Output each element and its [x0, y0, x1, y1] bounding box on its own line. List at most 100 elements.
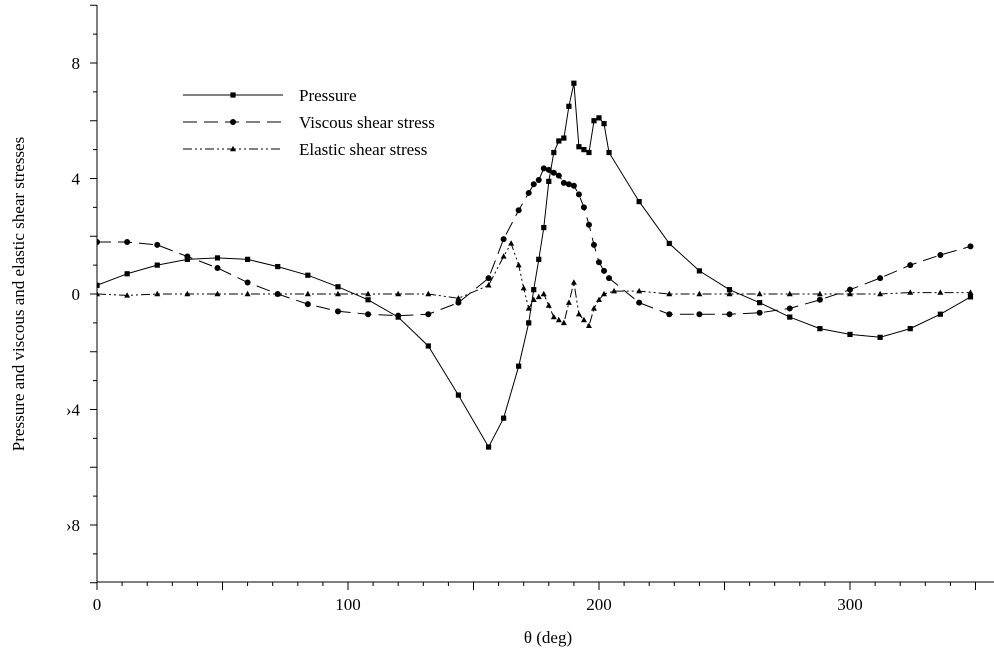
data-point — [520, 285, 527, 291]
data-point — [550, 313, 557, 320]
data-point — [817, 326, 823, 332]
data-point — [508, 240, 515, 246]
data-point — [585, 221, 592, 228]
data-point — [967, 289, 974, 295]
data-point — [214, 265, 221, 272]
data-point — [455, 299, 462, 306]
data-point — [365, 290, 372, 297]
data-point — [967, 294, 974, 300]
data-point — [304, 301, 311, 308]
data-point — [601, 121, 607, 127]
data-point — [516, 363, 522, 369]
data-point — [244, 279, 251, 286]
series-line — [97, 242, 971, 327]
data-point — [274, 290, 281, 297]
data-point — [937, 311, 943, 317]
y-tick-label: 8 — [72, 54, 81, 73]
legend: Pressure Viscous shear stress Elastic shea… — [183, 86, 435, 159]
series-3 — [97, 240, 974, 328]
data-point — [586, 149, 592, 156]
data-point — [907, 262, 914, 269]
data-point — [555, 316, 562, 323]
data-point — [847, 331, 853, 338]
data-point — [395, 312, 402, 319]
data-point — [536, 256, 542, 262]
legend-marker — [230, 119, 236, 125]
data-point — [611, 287, 618, 294]
data-point — [365, 311, 372, 318]
data-point — [546, 178, 552, 184]
data-point — [535, 293, 542, 300]
data-point — [636, 299, 643, 306]
data-point — [501, 415, 507, 421]
data-point — [455, 295, 462, 301]
y-tick-label: ›8 — [66, 516, 80, 535]
data-point — [787, 314, 793, 320]
data-point — [696, 268, 702, 274]
data-point — [726, 290, 733, 297]
data-point — [907, 289, 914, 295]
data-point — [530, 296, 537, 302]
data-point — [540, 165, 547, 172]
data-point — [696, 311, 703, 318]
data-point — [154, 241, 161, 248]
data-point — [570, 279, 577, 285]
data-point — [334, 290, 341, 297]
data-point — [601, 290, 608, 297]
data-point — [565, 181, 572, 188]
data-point — [560, 319, 567, 326]
data-point — [570, 182, 577, 189]
x-tick-label: 300 — [837, 595, 863, 614]
data-point — [545, 302, 552, 308]
series-line — [97, 83, 971, 449]
data-point — [530, 181, 537, 188]
data-point — [485, 275, 492, 282]
data-point — [425, 343, 431, 349]
data-point — [515, 207, 522, 214]
data-point — [184, 290, 191, 297]
data-point — [786, 290, 793, 297]
data-point — [576, 144, 582, 150]
data-point — [726, 311, 733, 318]
y-tick-label: 0 — [72, 285, 81, 304]
data-point — [816, 296, 823, 303]
data-point — [184, 253, 191, 260]
data-point — [877, 275, 884, 282]
data-point — [757, 300, 763, 306]
data-point — [526, 320, 532, 326]
series-layer — [97, 80, 974, 450]
data-point — [566, 103, 572, 109]
data-point — [124, 239, 131, 246]
data-point — [334, 308, 341, 315]
data-point — [560, 179, 567, 186]
data-point — [455, 392, 462, 398]
data-point — [214, 290, 221, 297]
data-point — [877, 334, 883, 340]
data-point — [726, 287, 733, 293]
data-point — [525, 189, 532, 196]
data-point — [304, 290, 311, 297]
data-point — [335, 284, 341, 290]
data-point — [541, 224, 547, 231]
axes: 8 4 0 ›4 ›8 0 100 200 300 — [66, 4, 994, 614]
data-point — [425, 311, 432, 318]
data-point — [590, 241, 597, 248]
data-point — [214, 255, 221, 261]
data-point — [485, 444, 492, 450]
legend-marker — [230, 92, 236, 98]
data-point — [585, 322, 592, 328]
data-point — [580, 316, 587, 323]
data-point — [847, 290, 853, 297]
data-point — [365, 297, 371, 303]
data-point — [551, 149, 557, 156]
data-point — [606, 275, 613, 282]
data-point — [500, 236, 507, 243]
data-point — [97, 290, 100, 297]
data-point — [97, 282, 100, 288]
data-point — [395, 290, 402, 297]
legend-marker — [230, 145, 236, 152]
data-point — [550, 169, 557, 176]
data-point — [786, 305, 793, 312]
series-1 — [97, 80, 974, 450]
data-point — [596, 259, 602, 266]
